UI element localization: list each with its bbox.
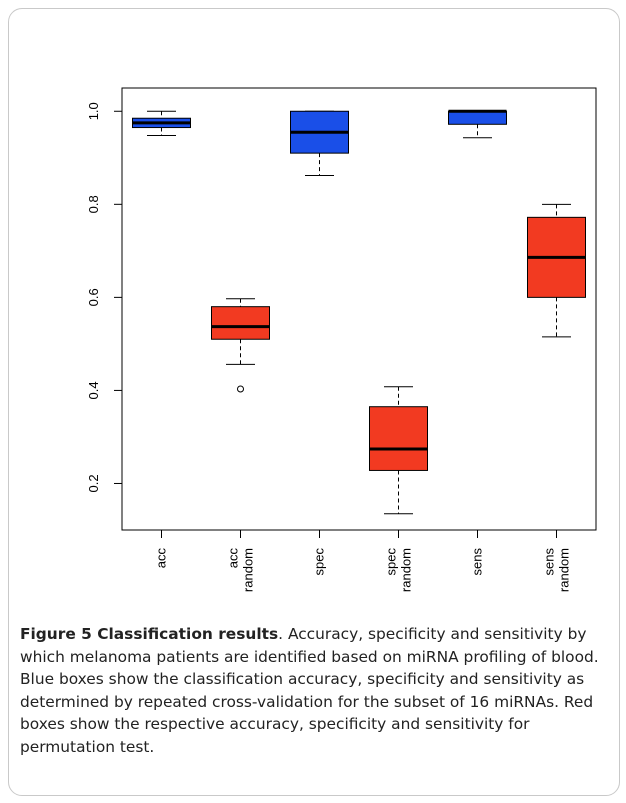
x-tick-label: acc	[154, 548, 169, 569]
y-tick-label: 0.2	[86, 474, 101, 492]
x-tick-label-line: sens	[542, 548, 557, 576]
x-tick-label: accrandom	[226, 548, 256, 593]
y-tick-label: 1.0	[86, 102, 101, 120]
y-tick-label: 0.8	[86, 195, 101, 213]
x-tick-label-line: random	[241, 548, 256, 592]
caption-label: Figure 5 Classification results	[20, 625, 279, 643]
x-tick-label-line: random	[399, 548, 414, 592]
x-tick-label: spec	[312, 548, 327, 576]
x-tick-label-line: spec	[384, 548, 399, 576]
x-tick-label-line: acc	[154, 548, 169, 569]
box	[211, 306, 270, 340]
box	[369, 406, 428, 471]
x-tick-label-line: sens	[470, 548, 485, 576]
caption-text: . Accuracy, specificity and sensitivity …	[20, 625, 599, 756]
x-tick-label: sensrandom	[542, 548, 572, 593]
y-tick-label: 0.6	[86, 288, 101, 306]
x-tick-label: specrandom	[384, 548, 414, 593]
plot-frame	[121, 87, 597, 531]
y-tick-label: 0.4	[86, 381, 101, 399]
x-tick-label-line: spec	[312, 548, 327, 576]
box	[448, 110, 507, 125]
x-tick-label-line: random	[557, 548, 572, 592]
chart-area: 0.2 0.4 0.6 0.8 1.0 acc accrandom spec specrando…	[86, 87, 597, 593]
x-tick-label: sens	[470, 548, 485, 576]
figure-caption: Figure 5 Classification results. Accurac…	[20, 623, 614, 758]
outlier-point	[237, 385, 244, 393]
x-tick-label-line: acc	[226, 548, 241, 569]
